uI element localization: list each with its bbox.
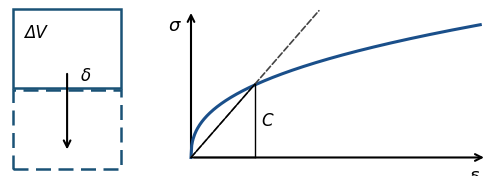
Bar [13,9,121,88]
Text: σ: σ [168,17,179,35]
Text: δ: δ [469,170,480,176]
Text: ΔV: ΔV [24,24,46,42]
Text: C: C [261,112,273,130]
Bar [13,90,121,169]
Text: δ: δ [80,67,90,85]
